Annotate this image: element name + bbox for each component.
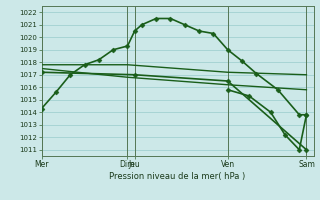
X-axis label: Pression niveau de la mer( hPa ): Pression niveau de la mer( hPa ) bbox=[109, 172, 246, 181]
